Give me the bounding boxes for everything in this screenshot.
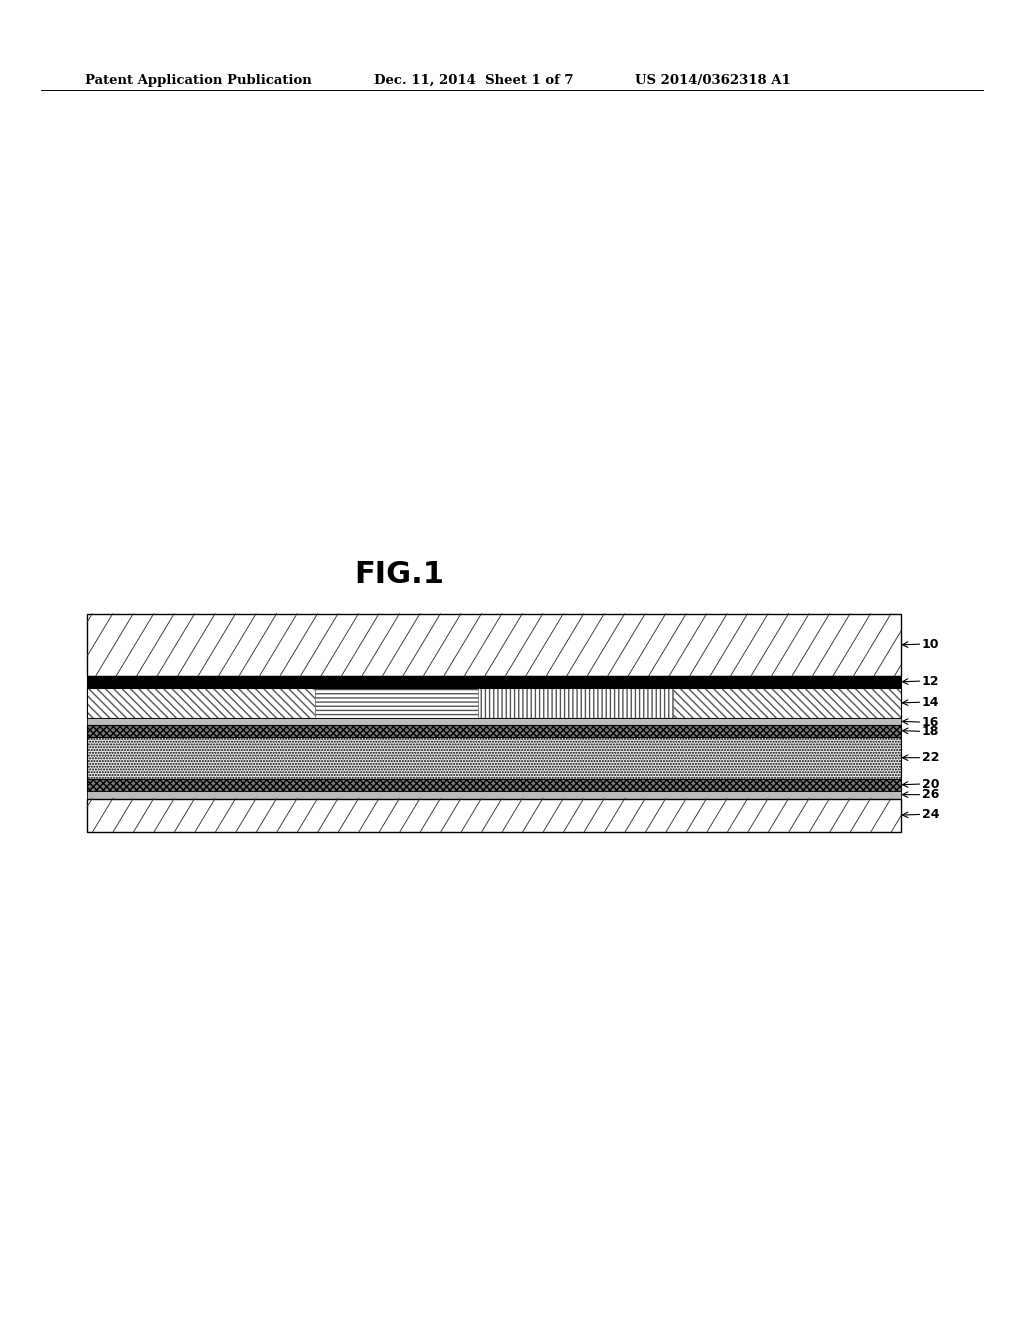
- Text: 18: 18: [922, 725, 939, 738]
- Text: Patent Application Publication: Patent Application Publication: [85, 74, 311, 87]
- Bar: [673, 688, 901, 718]
- Bar: [87, 688, 315, 718]
- Text: 24: 24: [922, 808, 939, 821]
- Bar: [87, 688, 901, 718]
- Text: 20: 20: [922, 777, 939, 791]
- Bar: [478, 688, 673, 718]
- Bar: [87, 725, 901, 737]
- Text: FIG.1: FIG.1: [354, 560, 444, 589]
- Bar: [87, 799, 901, 832]
- Bar: [87, 737, 901, 779]
- Bar: [87, 688, 901, 718]
- Bar: [315, 688, 478, 718]
- Text: US 2014/0362318 A1: US 2014/0362318 A1: [635, 74, 791, 87]
- Bar: [87, 614, 901, 676]
- Text: 10: 10: [922, 638, 939, 651]
- Bar: [87, 676, 901, 688]
- Text: 26: 26: [922, 788, 939, 801]
- Bar: [87, 779, 901, 791]
- Text: Dec. 11, 2014  Sheet 1 of 7: Dec. 11, 2014 Sheet 1 of 7: [374, 74, 573, 87]
- Bar: [87, 718, 901, 725]
- Text: 16: 16: [922, 715, 939, 729]
- Text: 14: 14: [922, 696, 939, 709]
- Text: 12: 12: [922, 675, 939, 688]
- Text: 22: 22: [922, 751, 939, 764]
- Bar: [87, 791, 901, 799]
